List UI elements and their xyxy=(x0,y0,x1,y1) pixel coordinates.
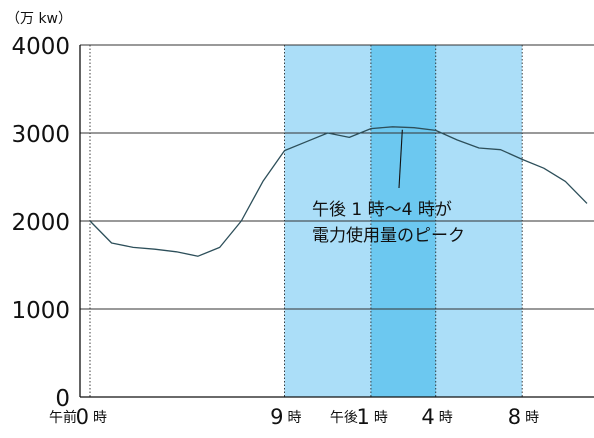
x-tick-number: 1 xyxy=(357,405,370,429)
annotation-text: 午後 1 時～4 時が xyxy=(312,200,452,220)
x-tick-number: 4 xyxy=(421,405,434,429)
annotation-text: 電力使用量のピーク xyxy=(312,225,465,246)
y-tick-label: 3000 xyxy=(11,122,70,148)
unit-label: （万 kw） xyxy=(6,11,72,27)
y-tick-label: 1000 xyxy=(11,298,70,324)
x-tick-suffix: 時 xyxy=(439,410,453,426)
x-tick-number: 0 xyxy=(76,405,89,429)
y-tick-label: 4000 xyxy=(11,34,70,60)
x-tick-suffix: 時 xyxy=(93,410,107,426)
x-tick-suffix: 時 xyxy=(287,410,301,426)
y-tick-label: 0 xyxy=(55,386,70,412)
x-tick-prefix: 午後 xyxy=(330,410,358,426)
x-tick-suffix: 時 xyxy=(525,410,539,426)
x-tick-number: 9 xyxy=(270,405,283,429)
x-tick-prefix: 午前 xyxy=(49,409,77,426)
x-tick-number: 8 xyxy=(508,405,521,429)
x-tick-suffix: 時 xyxy=(374,410,388,426)
y-tick-label: 2000 xyxy=(11,210,70,236)
